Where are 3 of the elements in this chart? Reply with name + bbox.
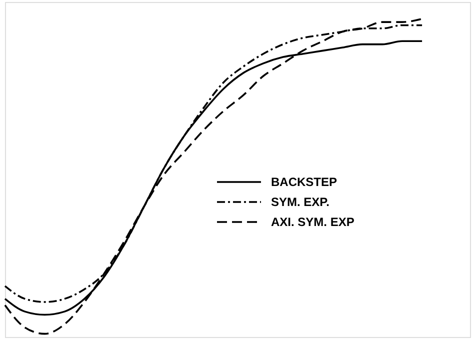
legend-label: BACKSTEP [271,175,338,189]
legend-label: AXI. SYM. EXP [271,215,354,229]
legend-label: SYM. EXP. [271,195,330,209]
